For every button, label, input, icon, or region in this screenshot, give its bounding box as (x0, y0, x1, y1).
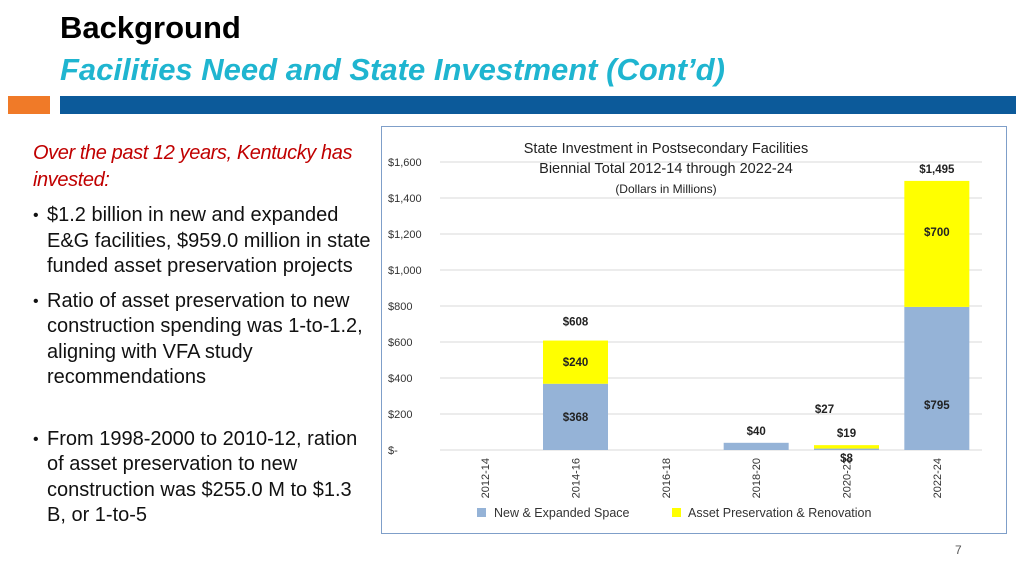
y-tick-label: $1,600 (388, 157, 422, 169)
chart-units-note: (Dollars in Millions) (615, 182, 716, 196)
y-tick-label: $- (388, 445, 398, 457)
bar-new-expanded (723, 442, 789, 450)
y-tick-label: $200 (388, 409, 412, 421)
x-tick-label: 2014-16 (571, 458, 583, 498)
y-tick-label: $1,400 (388, 193, 422, 205)
bar-asset-preservation (543, 340, 608, 384)
legend-swatch-new (477, 508, 486, 517)
slide-title: Background (60, 10, 241, 45)
page-number: 7 (955, 543, 962, 557)
x-tick-label: 2016-18 (661, 458, 673, 498)
data-label-preservation: $240 (563, 357, 589, 369)
data-label-total: $27 (815, 404, 834, 416)
bar-asset-preservation (814, 445, 879, 449)
x-tick-label: 2020-22 (842, 458, 854, 498)
bar-asset-preservation (904, 180, 970, 307)
chart-frame: State Investment in Postsecondary Facili… (381, 126, 1007, 534)
accent-bar-blue (60, 96, 1016, 114)
y-tick-label: $1,200 (388, 229, 422, 241)
stacked-bar-chart: State Investment in Postsecondary Facili… (388, 141, 982, 520)
bullet-item: Ratio of asset preservation to new const… (33, 289, 373, 391)
data-label-new: $40 (747, 426, 766, 438)
bar-new-expanded (814, 448, 879, 450)
chart-title: State Investment in Postsecondary Facili… (524, 141, 809, 157)
data-label-preservation: $700 (924, 227, 950, 239)
legend-label-new: New & Expanded Space (494, 506, 630, 520)
intro-text: Over the past 12 years, Kentucky has inv… (33, 142, 353, 191)
data-label-total: $1,495 (919, 164, 955, 176)
legend-label-preservation: Asset Preservation & Renovation (688, 506, 871, 520)
bullet-item: From 1998-2000 to 2010-12, ration of ass… (33, 427, 373, 529)
data-label-new: $795 (924, 400, 950, 412)
slide-subtitle: Facilities Need and State Investment (Co… (60, 52, 725, 87)
bar-new-expanded (904, 306, 970, 450)
accent-bar-orange (8, 96, 50, 114)
data-label-preservation: $19 (837, 428, 856, 440)
x-tick-label: 2018-20 (751, 458, 763, 498)
bar-new-expanded (543, 383, 608, 450)
chart-subtitle: Biennial Total 2012-14 through 2022-24 (539, 161, 793, 177)
y-tick-label: $800 (388, 301, 412, 313)
x-tick-label: 2012-14 (480, 458, 492, 498)
bullet-list: $1.2 billion in new and expanded E&G fac… (33, 203, 373, 529)
left-text-panel: Over the past 12 years, Kentucky has inv… (33, 140, 373, 529)
y-tick-label: $600 (388, 337, 412, 349)
data-label-new: $8 (840, 453, 853, 465)
legend-swatch-preservation (672, 508, 681, 517)
x-tick-label: 2022-24 (932, 458, 944, 498)
bullet-item: $1.2 billion in new and expanded E&G fac… (33, 203, 373, 280)
y-tick-label: $400 (388, 373, 412, 385)
data-label-new: $368 (563, 412, 589, 424)
y-tick-label: $1,000 (388, 265, 422, 277)
data-label-total: $608 (563, 317, 589, 329)
